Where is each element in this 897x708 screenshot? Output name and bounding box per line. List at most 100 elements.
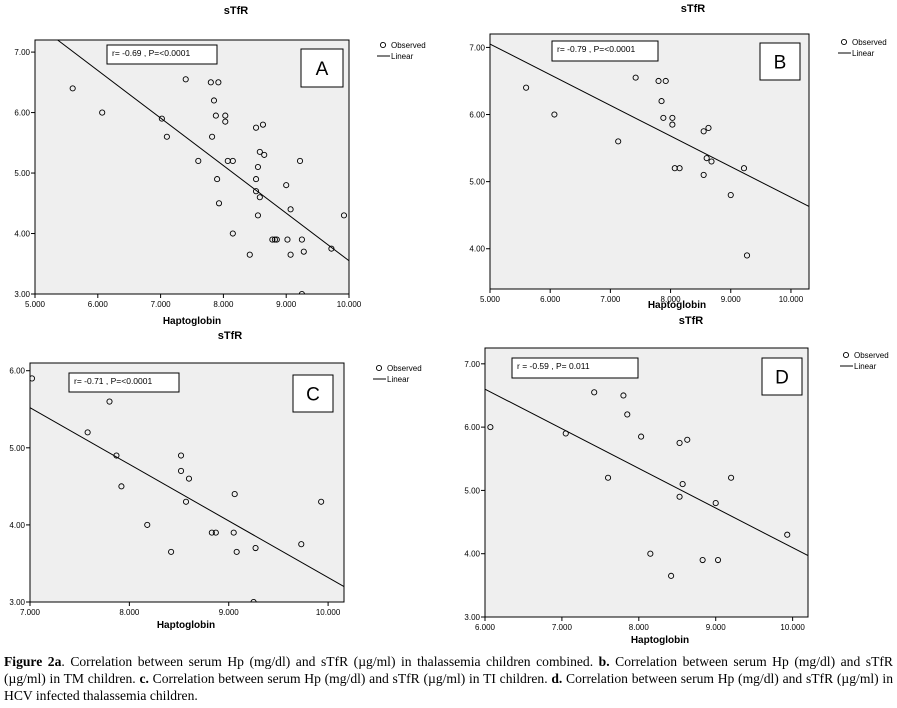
legend-observed-marker (375, 364, 383, 372)
caption-label-d: d. (551, 671, 563, 686)
panel-letter: A (316, 59, 329, 80)
y-tick-label: 7.00 (14, 48, 30, 57)
chart-title: sTfR (218, 330, 243, 342)
data-point (660, 114, 667, 121)
y-tick-label: 5.00 (464, 486, 480, 495)
data-point (185, 475, 193, 482)
x-tick-label: 9.000 (219, 608, 240, 617)
plot-content (30, 375, 344, 602)
stats-box (68, 372, 180, 393)
panel-letter: B (774, 53, 787, 74)
y-tick-label: 7.00 (464, 360, 480, 369)
legend-observed-label: Observed (854, 351, 889, 360)
x-tick-label: 7.000 (600, 295, 621, 304)
x-tick-label: 6.000 (540, 295, 561, 304)
data-point (658, 98, 665, 105)
plot-content (57, 40, 349, 294)
legend-observed-marker (379, 41, 387, 49)
data-point (638, 433, 645, 440)
data-point (233, 548, 240, 555)
panel-letter: C (306, 385, 320, 406)
x-tick-label: 9.000 (721, 295, 742, 304)
y-tick-label: 6.00 (464, 423, 480, 432)
caption-label-b: b. (598, 654, 610, 669)
plot-area (484, 347, 809, 618)
data-point (298, 290, 305, 294)
data-point (113, 452, 120, 459)
data-point (222, 112, 229, 119)
panel-letter-box (761, 357, 803, 396)
y-tick-label: 4.00 (469, 245, 485, 254)
chart-svg-d: sTfR 6.000 7.000 8.000 9.000 10.000 3.00 4.00 5.… (464, 315, 889, 646)
data-point (208, 529, 215, 536)
fit-line (490, 43, 809, 207)
data-point (727, 192, 734, 199)
plot-area (489, 33, 810, 290)
stats-annotation: r= -0.71 , P=<0.0001 (74, 376, 152, 386)
data-point (106, 398, 113, 405)
x-tick-label: 7.000 (20, 608, 41, 617)
x-tick-label: 7.000 (552, 623, 573, 632)
x-tick-label: 6.000 (88, 300, 109, 309)
data-point (144, 521, 151, 528)
y-tick-label: 6.00 (9, 367, 25, 376)
legend-observed-label: Observed (387, 364, 422, 373)
legend-observed-label: Observed (391, 41, 426, 50)
data-point (209, 133, 216, 140)
data-point (195, 157, 202, 165)
x-axis-label: Haptoglobin (631, 635, 689, 646)
x-tick-label: 5.000 (25, 300, 46, 309)
data-point (340, 212, 348, 219)
data-point (668, 572, 675, 579)
data-point (253, 176, 260, 183)
panel-letter-box (292, 374, 334, 413)
legend-linear-label: Linear (854, 362, 877, 371)
data-point (222, 118, 229, 125)
data-point (229, 230, 236, 237)
data-point (562, 430, 569, 437)
data-point (740, 165, 748, 172)
stats-annotation: r = -0.59 , P= 0.011 (517, 361, 590, 371)
data-point (708, 158, 715, 165)
data-point (655, 77, 662, 85)
data-point (684, 436, 691, 443)
x-tick-label: 10.000 (337, 300, 362, 309)
data-point (118, 483, 125, 490)
data-point (230, 529, 237, 536)
caption-text-d: Correlation between serum Hp (mg/dl) and… (4, 671, 894, 703)
x-tick-label: 6.000 (475, 623, 496, 632)
data-point (253, 124, 260, 131)
data-point (269, 236, 276, 243)
panel-letter: D (775, 368, 789, 389)
caption-text-a: . Correlation between serum Hp (mg/dl) a… (61, 654, 599, 669)
data-point (298, 541, 305, 548)
data-point (728, 474, 735, 481)
legend-observed-label: Observed (852, 38, 887, 47)
panel-letter-box (300, 48, 344, 88)
x-tick-label: 5.000 (480, 295, 501, 304)
data-point (700, 128, 707, 135)
data-point (624, 411, 631, 418)
data-point (207, 79, 214, 86)
plot-area (29, 362, 345, 603)
y-tick-label: 3.00 (464, 613, 480, 622)
data-point (259, 121, 267, 128)
y-tick-label: 3.00 (14, 290, 30, 299)
data-point (714, 556, 722, 564)
data-point (703, 155, 710, 162)
chart-title: sTfR (224, 5, 249, 17)
x-tick-label: 8.000 (119, 608, 140, 617)
data-point (284, 236, 291, 243)
y-tick-label: 4.00 (464, 550, 480, 559)
data-point (69, 85, 76, 92)
data-point (261, 151, 268, 158)
chart-svg-c: sTfR 7.000 8.000 9.000 10.000 3.00 4.00 5.00 6.0… (9, 330, 422, 631)
x-tick-label: 8.000 (213, 300, 234, 309)
data-point (212, 529, 219, 536)
data-point (158, 115, 165, 122)
data-point (676, 439, 683, 446)
data-point (662, 77, 669, 85)
data-point (591, 389, 598, 396)
data-point (182, 498, 190, 505)
data-point (252, 544, 259, 552)
